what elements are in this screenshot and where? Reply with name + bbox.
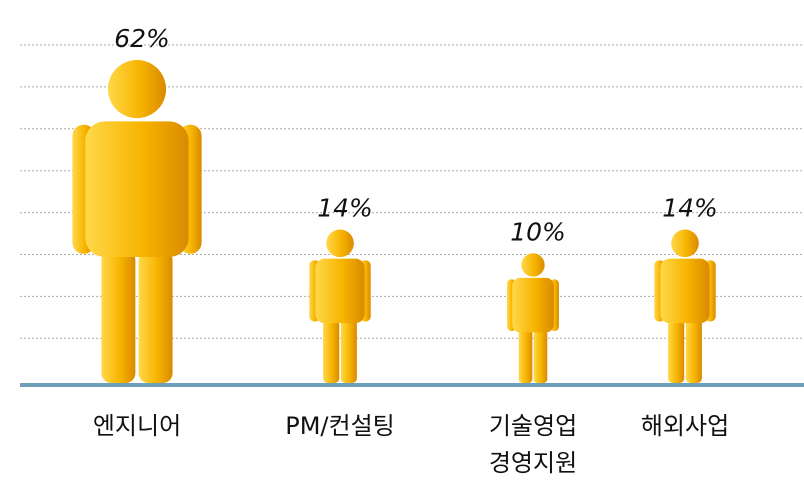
person-head xyxy=(108,60,166,118)
page: 62%엔지니어14%PM/컨설팅10%기술영업경영지원14%해외사업 (() =… xyxy=(0,0,804,483)
person-part xyxy=(341,320,357,383)
person-part xyxy=(101,251,135,383)
value-label: 14% xyxy=(662,194,718,223)
person-part xyxy=(85,121,188,257)
person-part xyxy=(686,320,702,383)
person-part xyxy=(512,278,554,332)
person-icon xyxy=(507,253,559,383)
person-part xyxy=(323,320,339,383)
person-icon xyxy=(72,60,201,383)
person-icon xyxy=(309,230,370,383)
category-label: 해외사업 xyxy=(641,412,729,440)
value-label: 14% xyxy=(317,194,373,223)
category-label: 기술영업 xyxy=(489,412,577,440)
category-label: PM/컨설팅 xyxy=(285,412,395,440)
value-label: 10% xyxy=(510,217,566,246)
category-label: 엔지니어 xyxy=(93,412,181,440)
person-part xyxy=(315,259,364,323)
person-head xyxy=(326,230,354,258)
person-head xyxy=(521,253,544,276)
person-part xyxy=(534,330,548,383)
person-part xyxy=(660,259,709,323)
person-part xyxy=(519,330,533,383)
chart: 62% 엔지니어 14% PM/컨설팅 10% 기술영업경영지원 14% 해외사업 xyxy=(0,0,804,483)
person-icon xyxy=(654,230,715,383)
category-label: 경영지원 xyxy=(489,449,577,477)
person-part xyxy=(668,320,684,383)
value-label: 62% xyxy=(114,24,170,53)
person-part xyxy=(139,251,173,383)
person-head xyxy=(671,230,699,258)
